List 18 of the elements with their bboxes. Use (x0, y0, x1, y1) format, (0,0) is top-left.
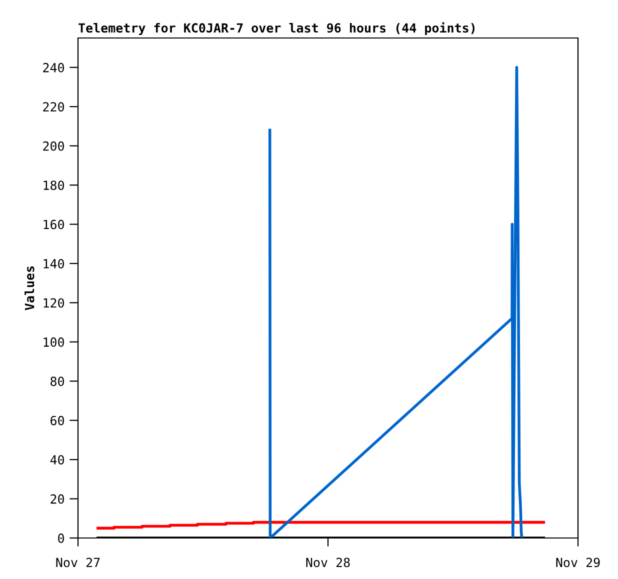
y-tick-label: 180 (44, 180, 64, 190)
y-tick-label: 20 (50, 494, 64, 504)
y-tick-label: 100 (44, 337, 64, 347)
y-tick-label: 240 (43, 62, 64, 72)
y-tick-label: 220 (43, 102, 64, 112)
y-tick-label: 80 (50, 376, 64, 386)
y-tick-label: 200 (43, 141, 64, 151)
y-tick-label: 140 (44, 258, 64, 268)
x-tick-label: Nov 29 (556, 558, 600, 568)
x-tick-label: Nov 27 (56, 558, 100, 568)
y-tick-label: 40 (50, 455, 64, 465)
y-tick-label: 120 (44, 298, 64, 308)
y-tick-label: 60 (50, 416, 64, 426)
chart-title: Telemetry for KC0JAR-7 over last 96 hours (44 points) (78, 22, 475, 36)
x-tick-label: Nov 28 (306, 558, 350, 568)
y-tick-label: 0 (58, 534, 64, 543)
y-tick-label: 160 (44, 220, 64, 230)
y-axis-title: Values (24, 266, 34, 310)
